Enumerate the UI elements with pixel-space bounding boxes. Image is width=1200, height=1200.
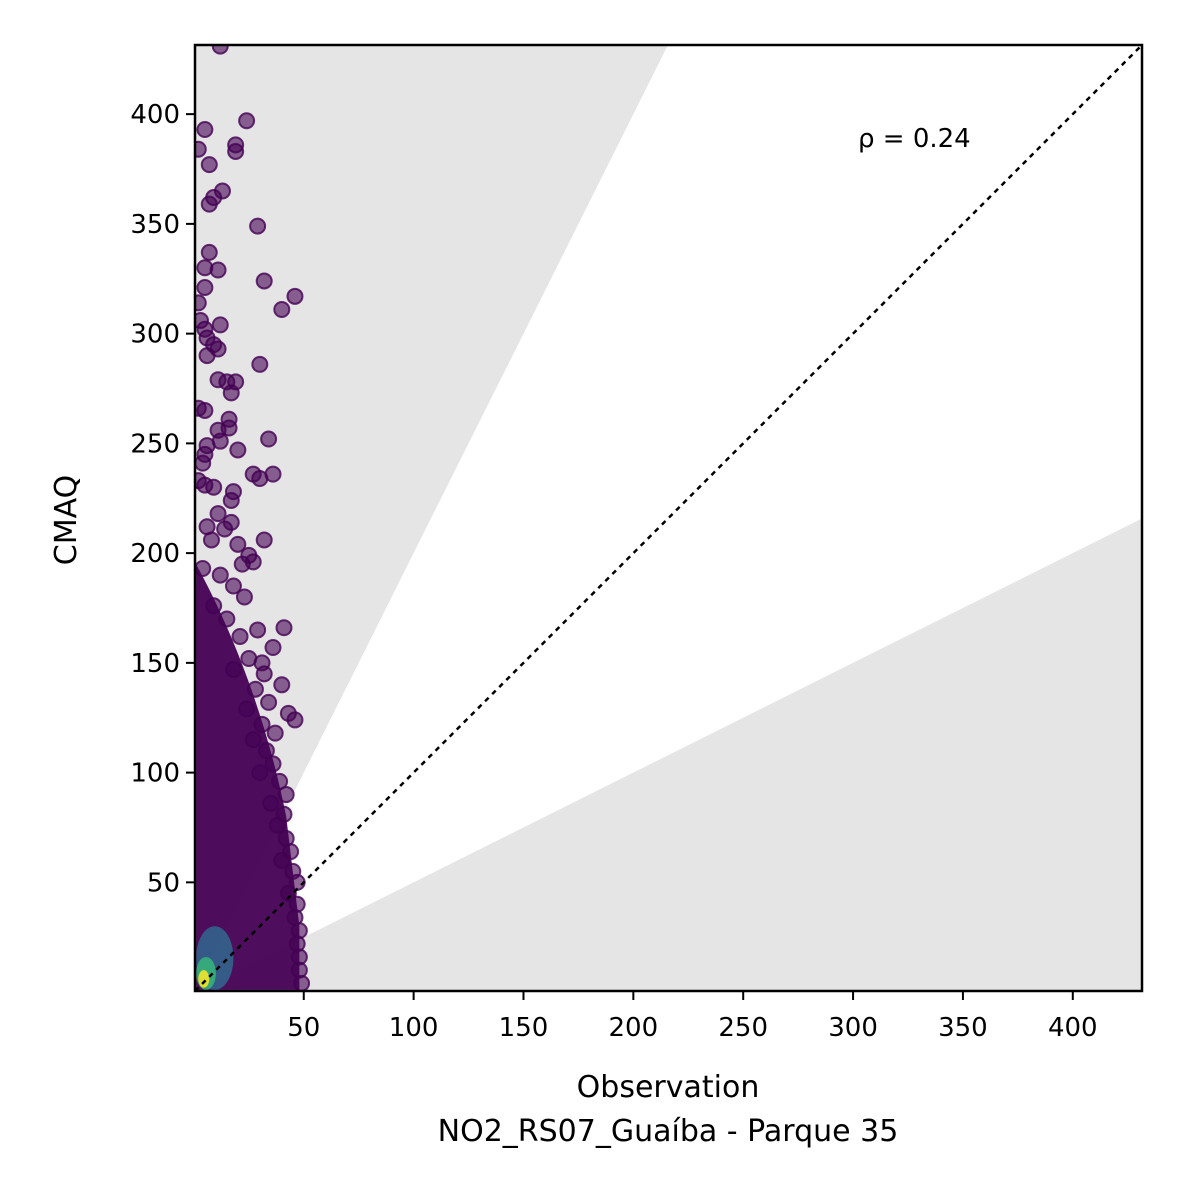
data-point: [200, 243, 218, 261]
data-point: [205, 478, 223, 496]
data-point: [198, 347, 216, 365]
shaded-regions: [195, 45, 1142, 991]
y-axis-label: CMAQ: [49, 475, 84, 565]
data-point: [286, 711, 304, 729]
data-point: [195, 454, 212, 472]
data-point: [273, 676, 291, 694]
data-point: [268, 816, 286, 834]
x-tick-label: 400: [1048, 1013, 1098, 1043]
data-point: [211, 566, 229, 584]
data-point: [222, 384, 240, 402]
data-point: [229, 535, 247, 553]
data-point: [211, 316, 229, 334]
data-point: [255, 531, 273, 549]
data-point: [273, 851, 291, 869]
data-point: [251, 764, 269, 782]
density-core: [196, 564, 300, 990]
data-point: [224, 577, 242, 595]
data-point: [251, 355, 269, 373]
plot-frame: [193, 43, 1144, 993]
y-tick-label: 50: [147, 868, 180, 898]
y-tick-label: 400: [130, 100, 180, 130]
data-point: [255, 272, 273, 290]
data-point: [275, 619, 293, 637]
data-point: [264, 638, 282, 656]
x-tick-label: 350: [938, 1013, 988, 1043]
data-point: [195, 559, 212, 577]
y-tick-label: 350: [130, 210, 180, 240]
data-point: [196, 121, 214, 139]
y-tick-label: 300: [130, 320, 180, 350]
data-point: [238, 700, 256, 718]
data-point: [251, 469, 269, 487]
data-point: [249, 217, 267, 235]
one-to-one-line: [195, 45, 1142, 991]
data-point: [196, 279, 214, 297]
data-point: [273, 300, 291, 318]
data-point: [238, 112, 256, 130]
data-point: [222, 491, 240, 509]
data-point: [235, 588, 253, 606]
x-tick-label: 300: [828, 1013, 878, 1043]
data-point: [260, 430, 278, 448]
data-point: [253, 715, 271, 733]
data-point: [262, 794, 280, 812]
y-axis: 50 100 150 200 250 300 350 400: [130, 100, 195, 898]
data-point: [209, 505, 227, 523]
data-point: [293, 974, 311, 991]
data-point: [286, 287, 304, 305]
data-point: [277, 786, 295, 804]
data-point: [200, 156, 218, 174]
data-point: [227, 142, 245, 160]
data-point: [218, 610, 236, 628]
y-tick-label: 250: [130, 429, 180, 459]
data-point: [244, 731, 262, 749]
data-point: [216, 520, 234, 538]
x-tick-label: 150: [499, 1013, 549, 1043]
data-point: [255, 665, 273, 683]
data-point: [260, 693, 278, 711]
data-point: [195, 140, 207, 158]
x-tick-label: 50: [287, 1013, 320, 1043]
data-point: [246, 680, 264, 698]
x-axis: 50 100 150 200 250 300 350 400: [287, 991, 1098, 1043]
y-tick-label: 100: [130, 759, 180, 789]
x-tick-label: 250: [718, 1013, 768, 1043]
data-point: [266, 724, 284, 742]
data-point: [202, 531, 220, 549]
data-point: [279, 884, 297, 902]
lower-shaded-region: [195, 518, 1142, 991]
data-point: [233, 555, 251, 573]
density-band: [196, 564, 300, 990]
scatter-points: [195, 45, 311, 991]
x-tick-label: 100: [389, 1013, 439, 1043]
upper-shaded-region: [195, 45, 668, 990]
y-tick-label: 200: [130, 539, 180, 569]
correlation-annotation: ρ = 0.24: [858, 124, 971, 154]
data-point: [231, 628, 249, 646]
data-point: [271, 772, 289, 790]
data-point: [264, 755, 282, 773]
data-point: [229, 441, 247, 459]
data-point: [209, 261, 227, 279]
data-point: [196, 401, 214, 419]
x-axis-sublabel: NO2_RS07_Guaíba - Parque 35: [438, 1114, 899, 1149]
data-point: [249, 621, 267, 639]
data-point: [205, 597, 223, 615]
data-point: [224, 660, 242, 678]
density-band: [198, 970, 210, 988]
y-tick-label: 150: [130, 649, 180, 679]
x-axis-label: Observation: [577, 1070, 760, 1105]
x-tick-label: 200: [609, 1013, 659, 1043]
data-point: [195, 294, 207, 312]
data-point: [200, 195, 218, 213]
data-point: [257, 742, 275, 760]
